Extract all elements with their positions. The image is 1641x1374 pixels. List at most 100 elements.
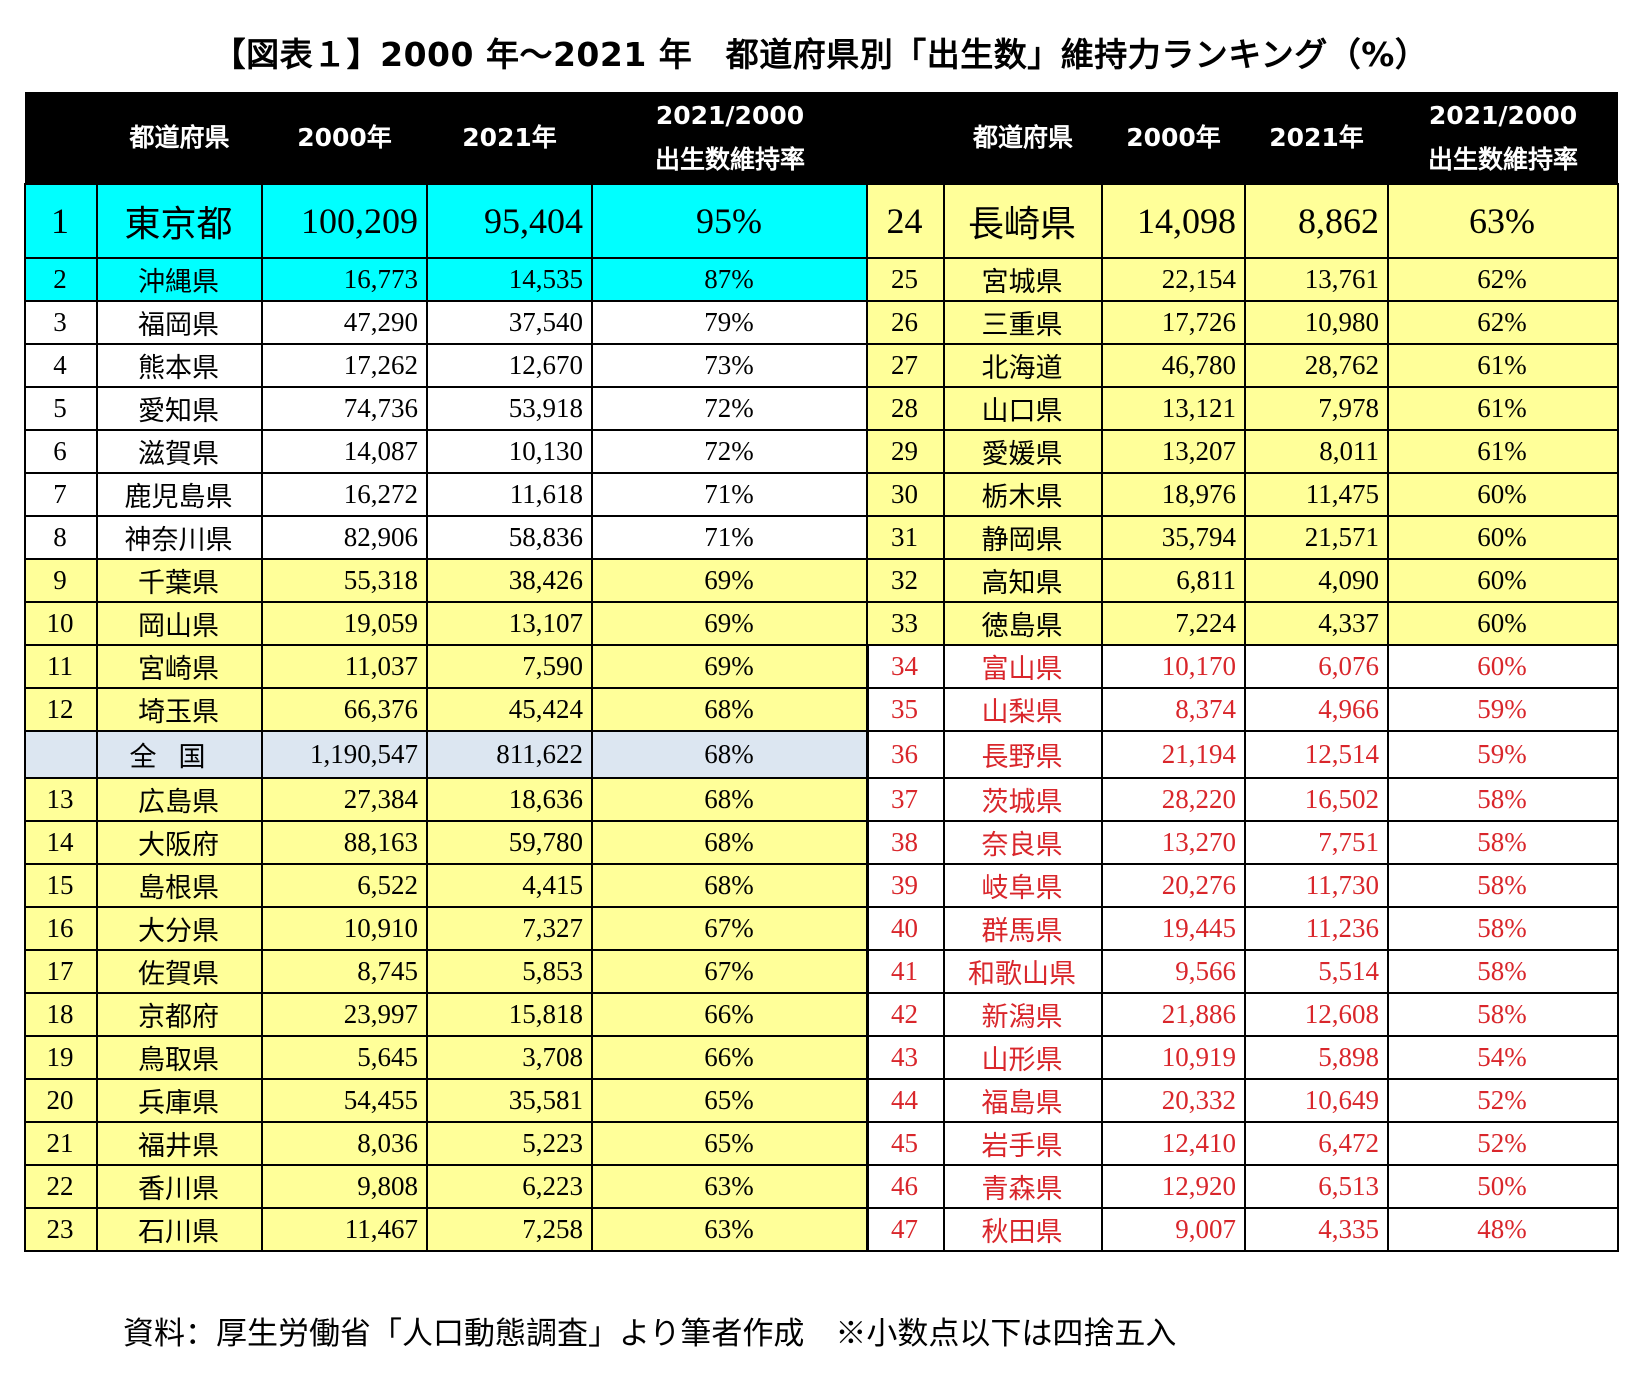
retention-ratio-cell: 58% (1387, 777, 1619, 822)
table-row: 3 福岡県 47,290 37,540 79% (24, 300, 869, 345)
births-2021-cell: 13,761 (1244, 257, 1389, 302)
rank-cell: 9 (24, 558, 98, 603)
rank-cell: 3 (24, 300, 98, 345)
rank-cell: 15 (24, 863, 98, 908)
births-2000-cell: 7,224 (1101, 601, 1246, 646)
table-row: 6 滋賀県 14,087 10,130 72% (24, 429, 869, 474)
prefecture-cell: 埼玉県 (96, 687, 263, 732)
table-row: 10 岡山県 19,059 13,107 69% (24, 601, 869, 646)
table-row: 47 秋田県 9,007 4,335 48% (866, 1207, 1619, 1252)
births-2021-cell: 12,514 (1244, 730, 1389, 779)
retention-ratio-cell: 52% (1387, 1121, 1619, 1166)
births-2000-cell: 19,059 (261, 601, 428, 646)
prefecture-cell: 栃木県 (943, 472, 1103, 517)
prefecture-cell: 福井県 (96, 1121, 263, 1166)
rank-cell: 41 (866, 949, 945, 994)
retention-ratio-cell: 68% (591, 687, 869, 732)
prefecture-cell: 宮崎県 (96, 644, 263, 689)
rank-cell: 26 (866, 300, 945, 345)
prefecture-cell: 三重県 (943, 300, 1103, 345)
prefecture-cell: 滋賀県 (96, 429, 263, 474)
births-2021-cell: 53,918 (426, 386, 593, 431)
table-row: 17 佐賀県 8,745 5,853 67% (24, 949, 869, 994)
rank-cell: 19 (24, 1035, 98, 1080)
table-row: 12 埼玉県 66,376 45,424 68% (24, 687, 869, 732)
rank-cell: 25 (866, 257, 945, 302)
rank-cell: 12 (24, 687, 98, 732)
births-2021-cell: 59,780 (426, 820, 593, 865)
births-2000-cell: 54,455 (261, 1078, 428, 1123)
table-row: 31 静岡県 35,794 21,571 60% (866, 515, 1619, 560)
prefecture-cell: 青森県 (943, 1164, 1103, 1209)
births-2021-cell: 7,751 (1244, 820, 1389, 865)
retention-ratio-cell: 59% (1387, 687, 1619, 732)
prefecture-cell: 奈良県 (943, 820, 1103, 865)
retention-ratio-cell: 69% (591, 558, 869, 603)
retention-ratio-cell: 79% (591, 300, 869, 345)
table-row: 38 奈良県 13,270 7,751 58% (866, 820, 1619, 865)
retention-ratio-cell: 87% (591, 257, 869, 302)
births-2000-cell: 82,906 (261, 515, 428, 560)
births-2000-cell: 5,645 (261, 1035, 428, 1080)
prefecture-cell: 香川県 (96, 1164, 263, 1209)
prefecture-header: 都道府県 (97, 92, 262, 184)
births-2000-cell: 27,384 (261, 777, 428, 822)
table-row: 18 京都府 23,997 15,818 66% (24, 992, 869, 1037)
prefecture-cell: 愛媛県 (943, 429, 1103, 474)
retention-ratio-cell: 63% (1387, 183, 1619, 259)
table-row: 27 北海道 46,780 28,762 61% (866, 343, 1619, 388)
births-2000-cell: 14,087 (261, 429, 428, 474)
prefecture-cell: 岐阜県 (943, 863, 1103, 908)
prefecture-cell: 北海道 (943, 343, 1103, 388)
births-2021-cell: 95,404 (426, 183, 593, 259)
rank-cell: 27 (866, 343, 945, 388)
prefecture-cell: 和歌山県 (943, 949, 1103, 994)
prefecture-cell: 群馬県 (943, 906, 1103, 951)
retention-ratio-cell: 73% (591, 343, 869, 388)
table-row: 35 山梨県 8,374 4,966 59% (866, 687, 1619, 732)
rank-cell: 45 (866, 1121, 945, 1166)
table-row: 19 鳥取県 5,645 3,708 66% (24, 1035, 869, 1080)
table-row: 15 島根県 6,522 4,415 68% (24, 863, 869, 908)
rank-cell: 33 (866, 601, 945, 646)
retention-ratio-cell: 60% (1387, 644, 1619, 689)
ratio-header-line1: 2021/2000 (655, 100, 805, 130)
retention-ratio-cell: 71% (591, 472, 869, 517)
year-2021-header: 2021年 (1245, 92, 1388, 184)
rank-cell (24, 730, 98, 779)
rank-cell: 6 (24, 429, 98, 474)
births-2000-cell: 6,522 (261, 863, 428, 908)
table-row: 14 大阪府 88,163 59,780 68% (24, 820, 869, 865)
rank-cell: 20 (24, 1078, 98, 1123)
rank-cell: 40 (866, 906, 945, 951)
table-row: 13 広島県 27,384 18,636 68% (24, 777, 869, 822)
retention-ratio-cell: 60% (1387, 472, 1619, 517)
retention-ratio-cell: 61% (1387, 429, 1619, 474)
births-2000-cell: 13,270 (1101, 820, 1246, 865)
retention-ratio-cell: 59% (1387, 730, 1619, 779)
table-row: 11 宮崎県 11,037 7,590 69% (24, 644, 869, 689)
retention-ratio-cell: 72% (591, 386, 869, 431)
births-2000-cell: 46,780 (1101, 343, 1246, 388)
table-row: 44 福島県 20,332 10,649 52% (866, 1078, 1619, 1123)
prefecture-cell: 佐賀県 (96, 949, 263, 994)
prefecture-cell: 山口県 (943, 386, 1103, 431)
retention-ratio-cell: 58% (1387, 906, 1619, 951)
retention-ratio-cell: 60% (1387, 515, 1619, 560)
rank-cell: 17 (24, 949, 98, 994)
table-row: 7 鹿児島県 16,272 11,618 71% (24, 472, 869, 517)
rank-cell: 37 (866, 777, 945, 822)
retention-ratio-cell: 58% (1387, 992, 1619, 1037)
rank-header (867, 92, 944, 184)
rank-cell: 28 (866, 386, 945, 431)
births-2021-cell: 6,223 (426, 1164, 593, 1209)
rank-cell: 29 (866, 429, 945, 474)
births-2000-cell: 8,036 (261, 1121, 428, 1166)
births-2021-cell: 6,513 (1244, 1164, 1389, 1209)
births-2021-cell: 38,426 (426, 558, 593, 603)
prefecture-cell: 茨城県 (943, 777, 1103, 822)
prefecture-cell: 広島県 (96, 777, 263, 822)
rank-cell: 1 (24, 183, 98, 259)
prefecture-cell: 兵庫県 (96, 1078, 263, 1123)
rank-cell: 42 (866, 992, 945, 1037)
